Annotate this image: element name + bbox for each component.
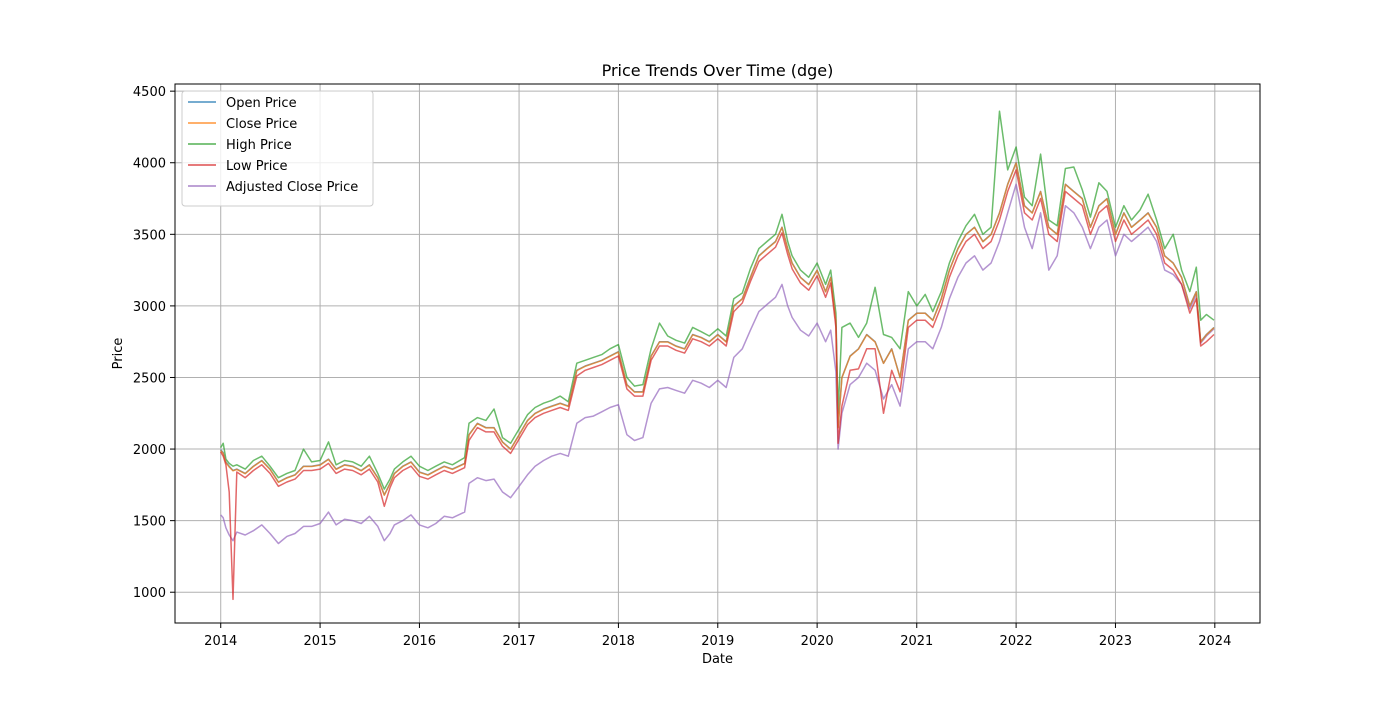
- y-tick-label: 2500: [133, 371, 166, 386]
- legend-entry-label: Open Price: [226, 96, 297, 111]
- y-tick-label: 2000: [133, 443, 166, 458]
- y-axis-label: Price: [111, 338, 126, 370]
- series-line-adjusted-close-price: [220, 183, 1215, 545]
- series-line-low-price: [220, 169, 1215, 601]
- x-tick-label: 2024: [1198, 634, 1231, 649]
- x-tick-label: 2022: [1000, 634, 1033, 649]
- x-tick-label: 2016: [403, 634, 436, 649]
- y-tick-label: 4500: [133, 85, 166, 100]
- legend-box: [181, 90, 374, 207]
- series-line-high-price: [220, 110, 1215, 490]
- series-line-close-price: [220, 162, 1215, 496]
- series-lines: [220, 110, 1215, 601]
- y-tick-label: 4000: [133, 157, 166, 172]
- x-tick-label: 2015: [304, 634, 337, 649]
- y-tick-label: 3000: [133, 300, 166, 315]
- x-tick-label: 2020: [801, 634, 834, 649]
- y-tick-label: 1500: [133, 515, 166, 530]
- x-tick-label: 2023: [1099, 634, 1132, 649]
- legend-entry-label: Close Price: [226, 117, 297, 132]
- x-axis-ticks: 2014 2015 2016 2017 2018 2019 2020 2021 2022 2023…: [204, 623, 1231, 649]
- legend: Open Price Close Price High Price Low Price…: [181, 90, 374, 207]
- x-tick-label: 2017: [503, 634, 536, 649]
- x-tick-label: 2014: [204, 634, 237, 649]
- y-tick-label: 1000: [133, 586, 166, 601]
- legend-entry-label: Low Price: [226, 159, 287, 174]
- y-tick-label: 3500: [133, 228, 166, 243]
- legend-entry-label: High Price: [226, 138, 292, 153]
- x-tick-label: 2019: [701, 634, 734, 649]
- x-tick-label: 2021: [900, 634, 933, 649]
- legend-entry-label: Adjusted Close Price: [226, 180, 358, 195]
- x-tick-label: 2018: [602, 634, 635, 649]
- x-axis-label: Date: [702, 652, 733, 667]
- chart-title: Price Trends Over Time (dge): [602, 61, 834, 80]
- y-axis-ticks: 1000 1500 2000 2500 3000 3500 4000 4500: [133, 85, 175, 601]
